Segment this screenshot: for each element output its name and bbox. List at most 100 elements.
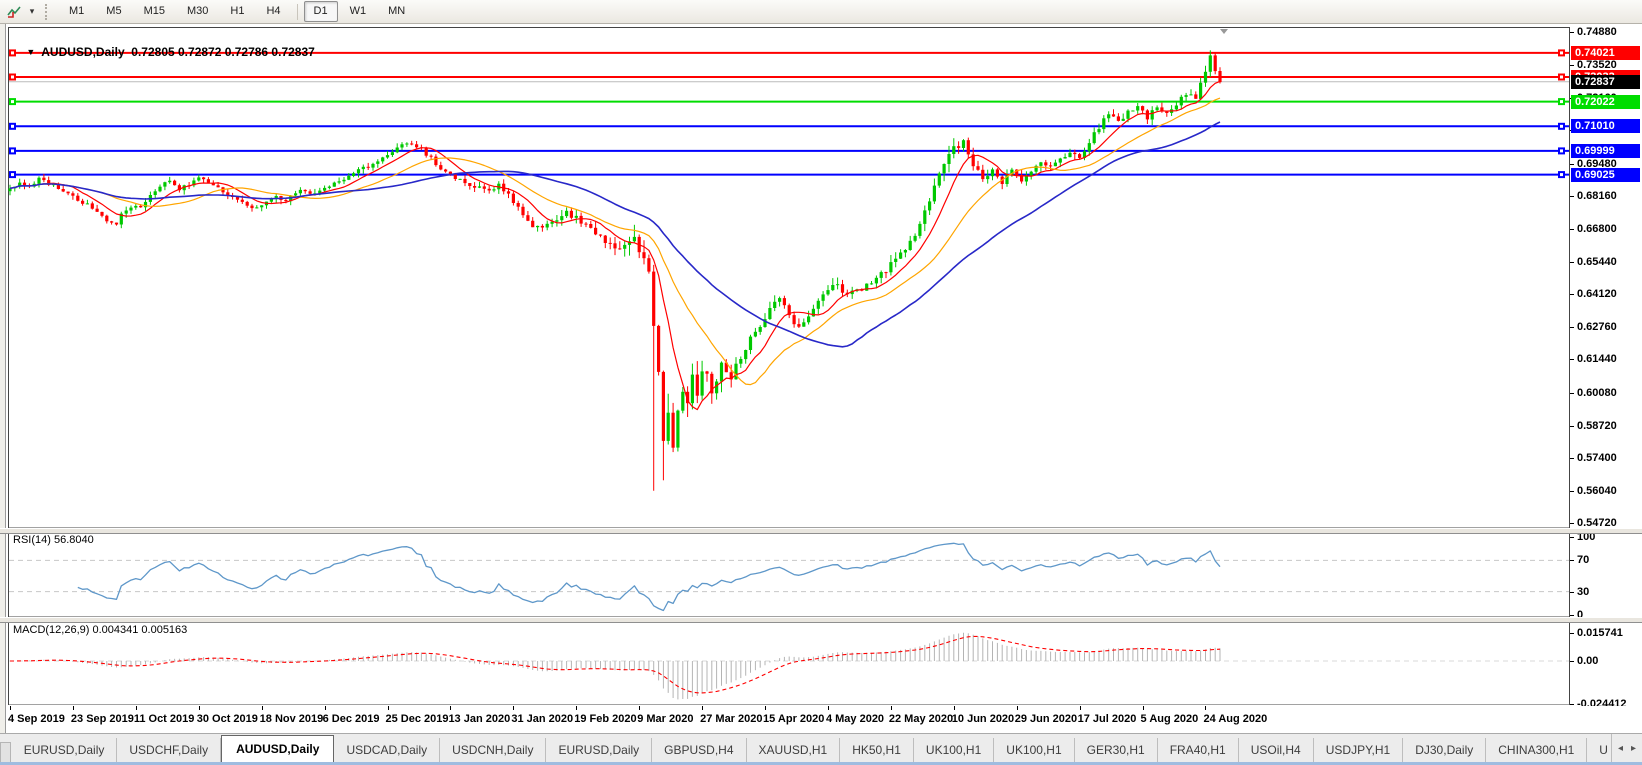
chart-tab-usdchf-daily[interactable]: USDCHF,Daily (117, 738, 222, 763)
chart-tab-dj30-daily[interactable]: DJ30,Daily (1403, 738, 1487, 763)
rsi-axis-tickmark (1570, 537, 1574, 538)
chart-tab-uk100-h1[interactable]: UK100,H1 (994, 738, 1075, 763)
chart-tab-usdcnh-daily[interactable]: USDCNH,Daily (440, 738, 547, 763)
date-axis-label: 22 May 2020 (888, 713, 954, 725)
date-axis-tickmark (198, 706, 200, 710)
price-axis-tickmark (1570, 294, 1574, 296)
tab-scroll-left-icon[interactable]: ◂ (1617, 743, 1623, 754)
macd-axis-tickmark (1570, 633, 1574, 635)
price-axis-tick-label: 0.74880 (1577, 25, 1617, 38)
timeframe-button-d1[interactable]: D1 (303, 1, 338, 22)
date-axis-tickmark (513, 706, 515, 710)
price-axis-tickmark (1570, 261, 1574, 263)
chart-tab-xauusd-h1[interactable]: XAUUSD,H1 (747, 738, 841, 763)
price-axis-tick-label: 0.61440 (1577, 353, 1617, 366)
price-axis-tickmark (1570, 491, 1574, 492)
price-axis-tick-label: 0.65440 (1577, 255, 1617, 268)
price-axis-tickmark (1570, 195, 1574, 197)
price-axis-tickmark (1570, 457, 1574, 459)
timeframe-button-m5[interactable]: M5 (106, 5, 122, 17)
timeframe-button-mn[interactable]: MN (388, 5, 406, 17)
chart-tab-ger30-h1[interactable]: GER30,H1 (1075, 738, 1158, 763)
date-axis-tickmark (324, 706, 326, 710)
date-axis-label: 24 Aug 2020 (1203, 713, 1268, 725)
price-axis-tick-label: 0.68160 (1577, 189, 1617, 202)
chart-tab-usdcad-daily[interactable]: USDCAD,Daily (334, 738, 441, 763)
date-axis-tickmark (1016, 706, 1018, 710)
hline-price-label: 0.69999 (1571, 143, 1640, 158)
date-axis-label: 11 Oct 2019 (133, 713, 195, 725)
hline-price-label: 0.72022 (1571, 94, 1640, 109)
chart-mode-icon[interactable] (3, 3, 25, 21)
price-axis-tick-label: 0.58720 (1577, 419, 1617, 432)
date-axis-tickmark (1142, 706, 1144, 710)
panel-splitter-main-rsi[interactable] (0, 528, 1642, 534)
date-axis-tickmark (10, 706, 11, 710)
chart-tab-gbpusd-h4[interactable]: GBPUSD,H4 (652, 738, 747, 763)
price-chart-canvas[interactable] (8, 27, 1570, 705)
chart-tab-eurusd-daily[interactable]: EURUSD,Daily (12, 738, 118, 763)
chart-tab-uk100-h1[interactable]: UK100,H1 (914, 738, 995, 763)
hline-price-label: 0.71010 (1571, 119, 1640, 134)
price-axis-tick-label: 0.73520 (1577, 59, 1617, 72)
chart-tab-usoil-h1[interactable]: USOil,H1 (1587, 738, 1607, 763)
chart-tab-hk50-h1[interactable]: HK50,H1 (840, 738, 914, 763)
chart-tab-usoil-h4[interactable]: USOil,H4 (1239, 738, 1314, 763)
date-axis-label: 30 Oct 2019 (196, 713, 258, 725)
tab-scroll-right-icon[interactable]: ▸ (1630, 743, 1636, 754)
price-axis-tickmark (1570, 359, 1574, 361)
price-axis-tickmark (1570, 425, 1574, 427)
date-axis-tickmark (890, 706, 892, 710)
date-axis-tickmark (387, 706, 389, 710)
date-axis-label: 23 Sep 2019 (70, 713, 134, 725)
date-axis-label: 18 Nov 2019 (259, 713, 324, 725)
price-axis-tickmark (1570, 523, 1574, 525)
price-axis-tick-label: 0.62760 (1577, 321, 1617, 334)
date-axis: 4 Sep 2019 23 Sep 2019 11 Oct 2019 30 Oct 2… (8, 706, 1642, 732)
date-axis-label: 9 Mar 2020 (637, 713, 694, 725)
panel-splitter-rsi-macd[interactable] (0, 617, 1642, 623)
chart-tab-fra40-h1[interactable]: FRA40,H1 (1158, 738, 1239, 763)
date-axis-tickmark (639, 706, 641, 710)
timeframe-button-w1[interactable]: W1 (349, 5, 367, 17)
window-bottom-edge (0, 762, 1642, 765)
date-axis-tickmark (702, 706, 704, 710)
timeframe-button-m1[interactable]: M1 (69, 5, 85, 17)
price-axis-tickmark (1570, 31, 1574, 33)
date-axis-tickmark (576, 706, 578, 710)
chart-mode-dropdown-caret-icon[interactable]: ▾ (29, 6, 35, 16)
toolbar-separator (296, 3, 298, 20)
timeframe-button-m30[interactable]: M30 (186, 5, 209, 17)
date-axis-label: 10 Jun 2020 (951, 713, 1015, 725)
tab-scroll-controls: ◂ ▸ (1610, 734, 1642, 763)
price-axis-tick-label: 0.56040 (1577, 485, 1617, 497)
chart-title: ▼ AUDUSD,Daily 0.72805 0.72872 0.72786 0.… (13, 31, 315, 73)
chart-ohlc-values: 0.72805 0.72872 0.72786 0.72837 (131, 45, 315, 59)
chart-tabs-bar: EURUSD,Daily USDCHF,Daily AUDUSD,Daily USDC… (0, 733, 1642, 763)
rsi-axis-tickmark (1570, 591, 1574, 593)
date-axis-tickmark (135, 706, 137, 710)
chart-tab-eurusd-daily[interactable]: EURUSD,Daily (546, 738, 653, 763)
toolbar-grip[interactable] (45, 3, 52, 20)
date-axis-label: 31 Jan 2020 (511, 713, 574, 725)
date-axis-tickmark (1079, 706, 1081, 710)
date-axis-label: 25 Dec 2019 (385, 713, 449, 725)
collapse-triangle-icon[interactable]: ▼ (26, 47, 36, 57)
chart-tab-china300-h1[interactable]: CHINA300,H1 (1486, 738, 1588, 763)
chart-tab-audusd-daily[interactable]: AUDUSD,Daily (221, 735, 335, 763)
date-axis-label: 27 Mar 2020 (700, 713, 763, 725)
rsi-indicator-label: RSI(14) 56.8040 (13, 534, 94, 546)
date-axis-label: 13 Jan 2020 (448, 713, 511, 725)
timeframe-button-h4[interactable]: H4 (266, 5, 281, 17)
date-axis-label: 15 Apr 2020 (763, 713, 825, 725)
timeframe-button-h1[interactable]: H1 (230, 5, 245, 17)
chart-tab-usdjpy-h1[interactable]: USDJPY,H1 (1314, 738, 1404, 763)
price-axis-tick-label: 0.66800 (1577, 222, 1617, 235)
date-axis-tickmark (261, 706, 263, 710)
date-axis-tickmark (450, 706, 452, 710)
rsi-axis-tick-label: 100 (1577, 531, 1596, 543)
timeframe-button-m15[interactable]: M15 (143, 5, 165, 17)
price-axis-tick-label: 0.69480 (1577, 157, 1617, 170)
timeframe-toolbar: ▾ M1 M5 M15 M30 H1 H4 D1 W1 MN (0, 0, 1642, 24)
macd-axis-tickmark (1570, 661, 1574, 662)
